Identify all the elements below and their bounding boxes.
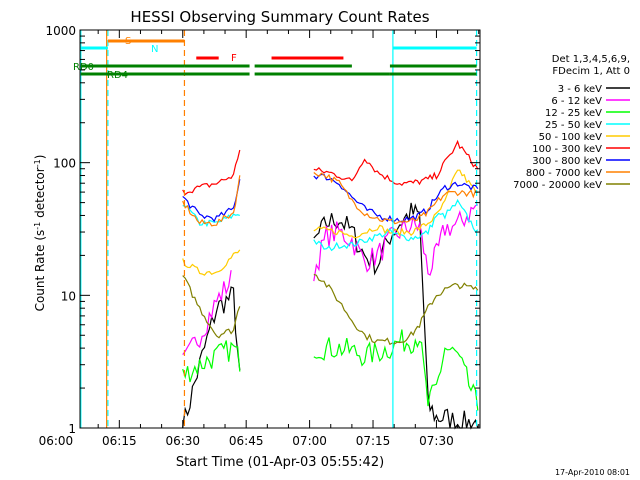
y-tick-label: 1000: [45, 24, 76, 38]
x-tick-label: 06:00: [39, 434, 74, 448]
x-axis-label: Start Time (01-Apr-03 05:55:42): [176, 455, 384, 470]
y-axis-label-main: Count Rate (s: [33, 230, 47, 312]
x-tick-label: 06:30: [165, 434, 200, 448]
attenuator-s-label: S: [125, 36, 131, 47]
series-line: [182, 275, 241, 339]
legend-label: 300 - 800 keV: [532, 156, 602, 167]
series-line: [313, 198, 479, 252]
legend-label: 25 - 50 keV: [545, 120, 602, 131]
chart-title: HESSI Observing Summary Count Rates: [130, 8, 429, 26]
y-axis-label-end: ): [33, 155, 47, 160]
legend-header: Det 1,3,4,5,6,9,: [552, 54, 630, 65]
legend-label: 100 - 300 keV: [532, 144, 602, 155]
y-axis-label-sup2: -1: [33, 159, 42, 167]
svg-text:Count Rate (s-1 detector-1): Count Rate (s-1 detector-1): [33, 155, 48, 312]
plot-frame: [79, 29, 481, 429]
series-lines-layer: [182, 139, 479, 430]
series-line: [313, 139, 479, 187]
series-line: [182, 149, 241, 196]
x-tick-label: 07:00: [292, 434, 327, 448]
x-tick-label: 06:45: [229, 434, 264, 448]
rd4-label: RD4: [107, 70, 128, 81]
series-line: [182, 249, 241, 276]
series-line: [182, 178, 241, 223]
legend-label: 3 - 6 keV: [558, 84, 602, 95]
series-line: [182, 204, 240, 228]
legend-label: 800 - 7000 keV: [526, 168, 602, 179]
legend: Det 1,3,4,5,6,9,FDecim 1, Att 0 3 - 6 keV…: [513, 54, 630, 191]
series-line: [182, 270, 232, 355]
x-tick-label: 07:30: [419, 434, 454, 448]
annotations-layer: S N F RD0 RD4: [73, 30, 478, 428]
x-tick-label: 07:15: [356, 434, 391, 448]
y-axis-label-sup1: -1: [33, 222, 42, 230]
series-line: [313, 202, 479, 430]
series-line: [182, 286, 241, 429]
x-tick-label: 06:15: [102, 434, 137, 448]
y-tick-label: 10: [61, 289, 76, 303]
legend-label: 6 - 12 keV: [551, 96, 602, 107]
series-line: [313, 173, 479, 223]
series-line: [313, 329, 479, 411]
series-line: [313, 273, 479, 346]
footer-date: 17-Apr-2010 08:01: [555, 468, 630, 477]
legend-label: 50 - 100 keV: [539, 132, 603, 143]
series-line: [182, 340, 241, 383]
y-tick-label: 1: [68, 422, 76, 436]
legend-header: FDecim 1, Att 0: [552, 66, 630, 77]
series-line: [313, 169, 478, 239]
y-axis-label-mid: detector: [33, 167, 47, 222]
series-line: [313, 204, 479, 282]
series-line: [313, 172, 479, 225]
y-tick-label: 100: [53, 157, 76, 171]
attenuator-f-label: F: [231, 53, 237, 64]
legend-label: 12 - 25 keV: [545, 108, 602, 119]
y-axis-label: Count Rate (s-1 detector-1): [33, 155, 48, 312]
series-line: [182, 175, 241, 227]
axes-layer: 1 10 100 1000 06:00 06:15 06:30 06:45 07:00 07:15…: [39, 24, 480, 448]
rd0-label: RD0: [73, 62, 94, 73]
attenuator-n-label: N: [151, 44, 158, 55]
legend-label: 7000 - 20000 keV: [513, 180, 602, 191]
